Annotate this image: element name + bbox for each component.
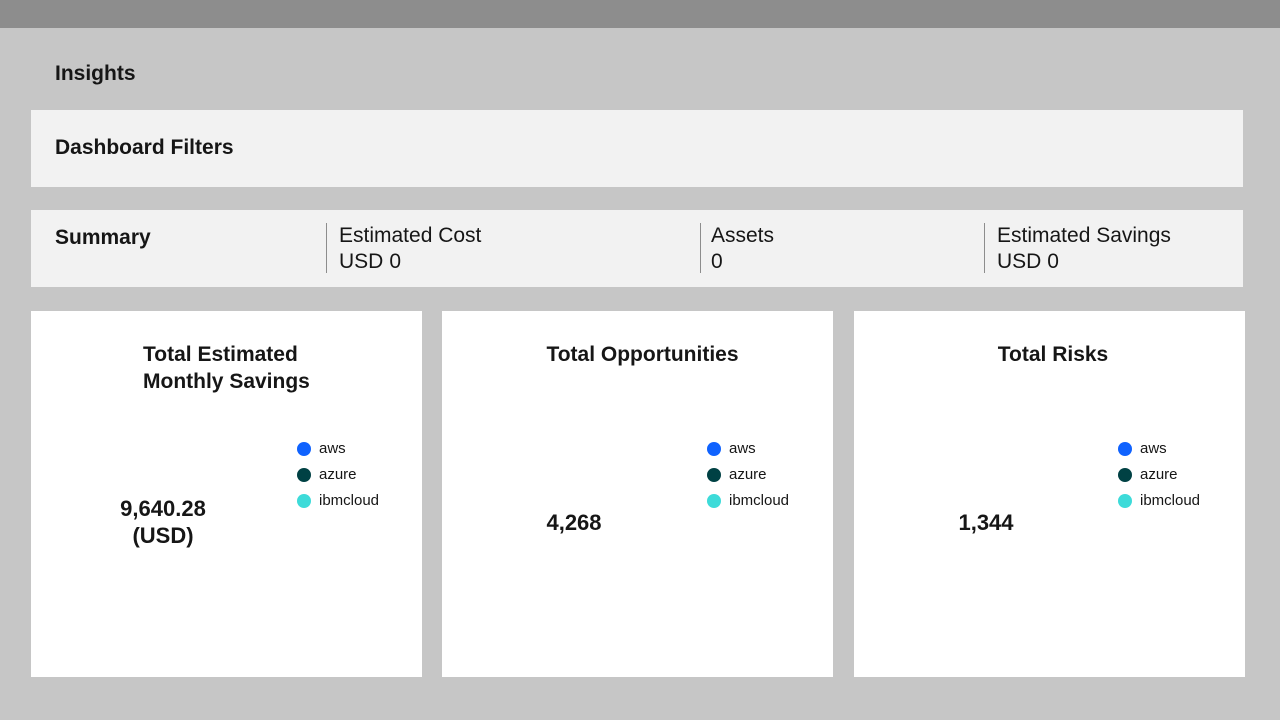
legend-label: aws [319,440,346,457]
legend-item-aws[interactable]: aws [1118,436,1200,462]
page-title: Insights [55,62,136,85]
legend-dot-icon [1118,494,1132,508]
card-title: Total Opportunities [546,343,739,366]
legend-dot-icon [297,468,311,482]
legend-dot-icon [1118,468,1132,482]
total-risks-value: 1,344 [958,510,1014,535]
legend-item-azure[interactable]: azure [1118,462,1200,488]
legend-label: ibmcloud [1140,492,1201,509]
dashboard-filters-title: Dashboard Filters [55,136,234,159]
total-estimated-monthly-savings-card: Total Estimated Monthly Savings aws azur… [31,311,422,677]
legend-dot-icon [707,468,721,482]
summary-title: Summary [55,226,151,249]
assets-label: Assets [711,224,775,247]
estimated-cost-label: Estimated Cost [339,224,482,247]
summary-panel: Summary Estimated Cost USD 0 Assets 0 Est… [31,210,1243,287]
legend-item-ibmcloud[interactable]: ibmcloud [707,488,789,514]
total-risks-card: Total Risks aws azure ibmcloud 1,344 [854,311,1245,677]
legend-label: aws [1140,440,1167,457]
chart-legend: aws azure ibmcloud [707,436,789,514]
legend-dot-icon [297,494,311,508]
total-opportunities-value: 4,268 [546,510,602,535]
estimated-savings-amount: 0 [1047,250,1059,273]
chart-legend: aws azure ibmcloud [1118,436,1200,514]
legend-item-ibmcloud[interactable]: ibmcloud [297,488,379,514]
estimated-savings-value: USD 0 [997,249,1171,275]
total-opportunities-card: Total Opportunities aws azure ibmcloud 4… [442,311,833,677]
legend-item-ibmcloud[interactable]: ibmcloud [1118,488,1200,514]
legend-label: azure [319,466,357,483]
legend-item-azure[interactable]: azure [707,462,789,488]
total-savings-amount: 9,640.28 [120,496,206,521]
dashboard-filters-panel: Dashboard Filters [31,110,1243,187]
assets-metric: Assets 0 [700,223,774,273]
legend-label: ibmcloud [729,492,790,509]
card-title: Total Risks [997,343,1109,366]
legend-label: aws [729,440,756,457]
legend-item-aws[interactable]: aws [297,436,379,462]
total-savings-value: 9,640.28 (USD) [93,495,233,549]
estimated-savings-metric: Estimated Savings USD 0 [984,223,1171,273]
legend-dot-icon [707,442,721,456]
estimated-cost-value: USD 0 [339,249,481,275]
card-title: Total Estimated Monthly Savings [143,341,363,395]
estimated-savings-currency: USD [997,250,1042,273]
top-bar [0,0,1280,28]
assets-value: 0 [711,250,723,273]
estimated-cost-currency: USD [339,250,384,273]
estimated-savings-label: Estimated Savings [997,224,1171,247]
legend-label: azure [729,466,767,483]
chart-legend: aws azure ibmcloud [297,436,379,514]
total-savings-unit: (USD) [132,523,194,548]
legend-dot-icon [1118,442,1132,456]
legend-dot-icon [297,442,311,456]
legend-item-azure[interactable]: azure [297,462,379,488]
card-title-line-2: Monthly Savings [143,370,310,393]
estimated-cost-amount: 0 [389,250,402,273]
legend-label: azure [1140,466,1178,483]
legend-dot-icon [707,494,721,508]
legend-item-aws[interactable]: aws [707,436,789,462]
card-title-line-1: Total Estimated [143,343,298,366]
legend-label: ibmcloud [319,492,380,509]
estimated-cost-metric: Estimated Cost USD 0 [326,223,481,273]
